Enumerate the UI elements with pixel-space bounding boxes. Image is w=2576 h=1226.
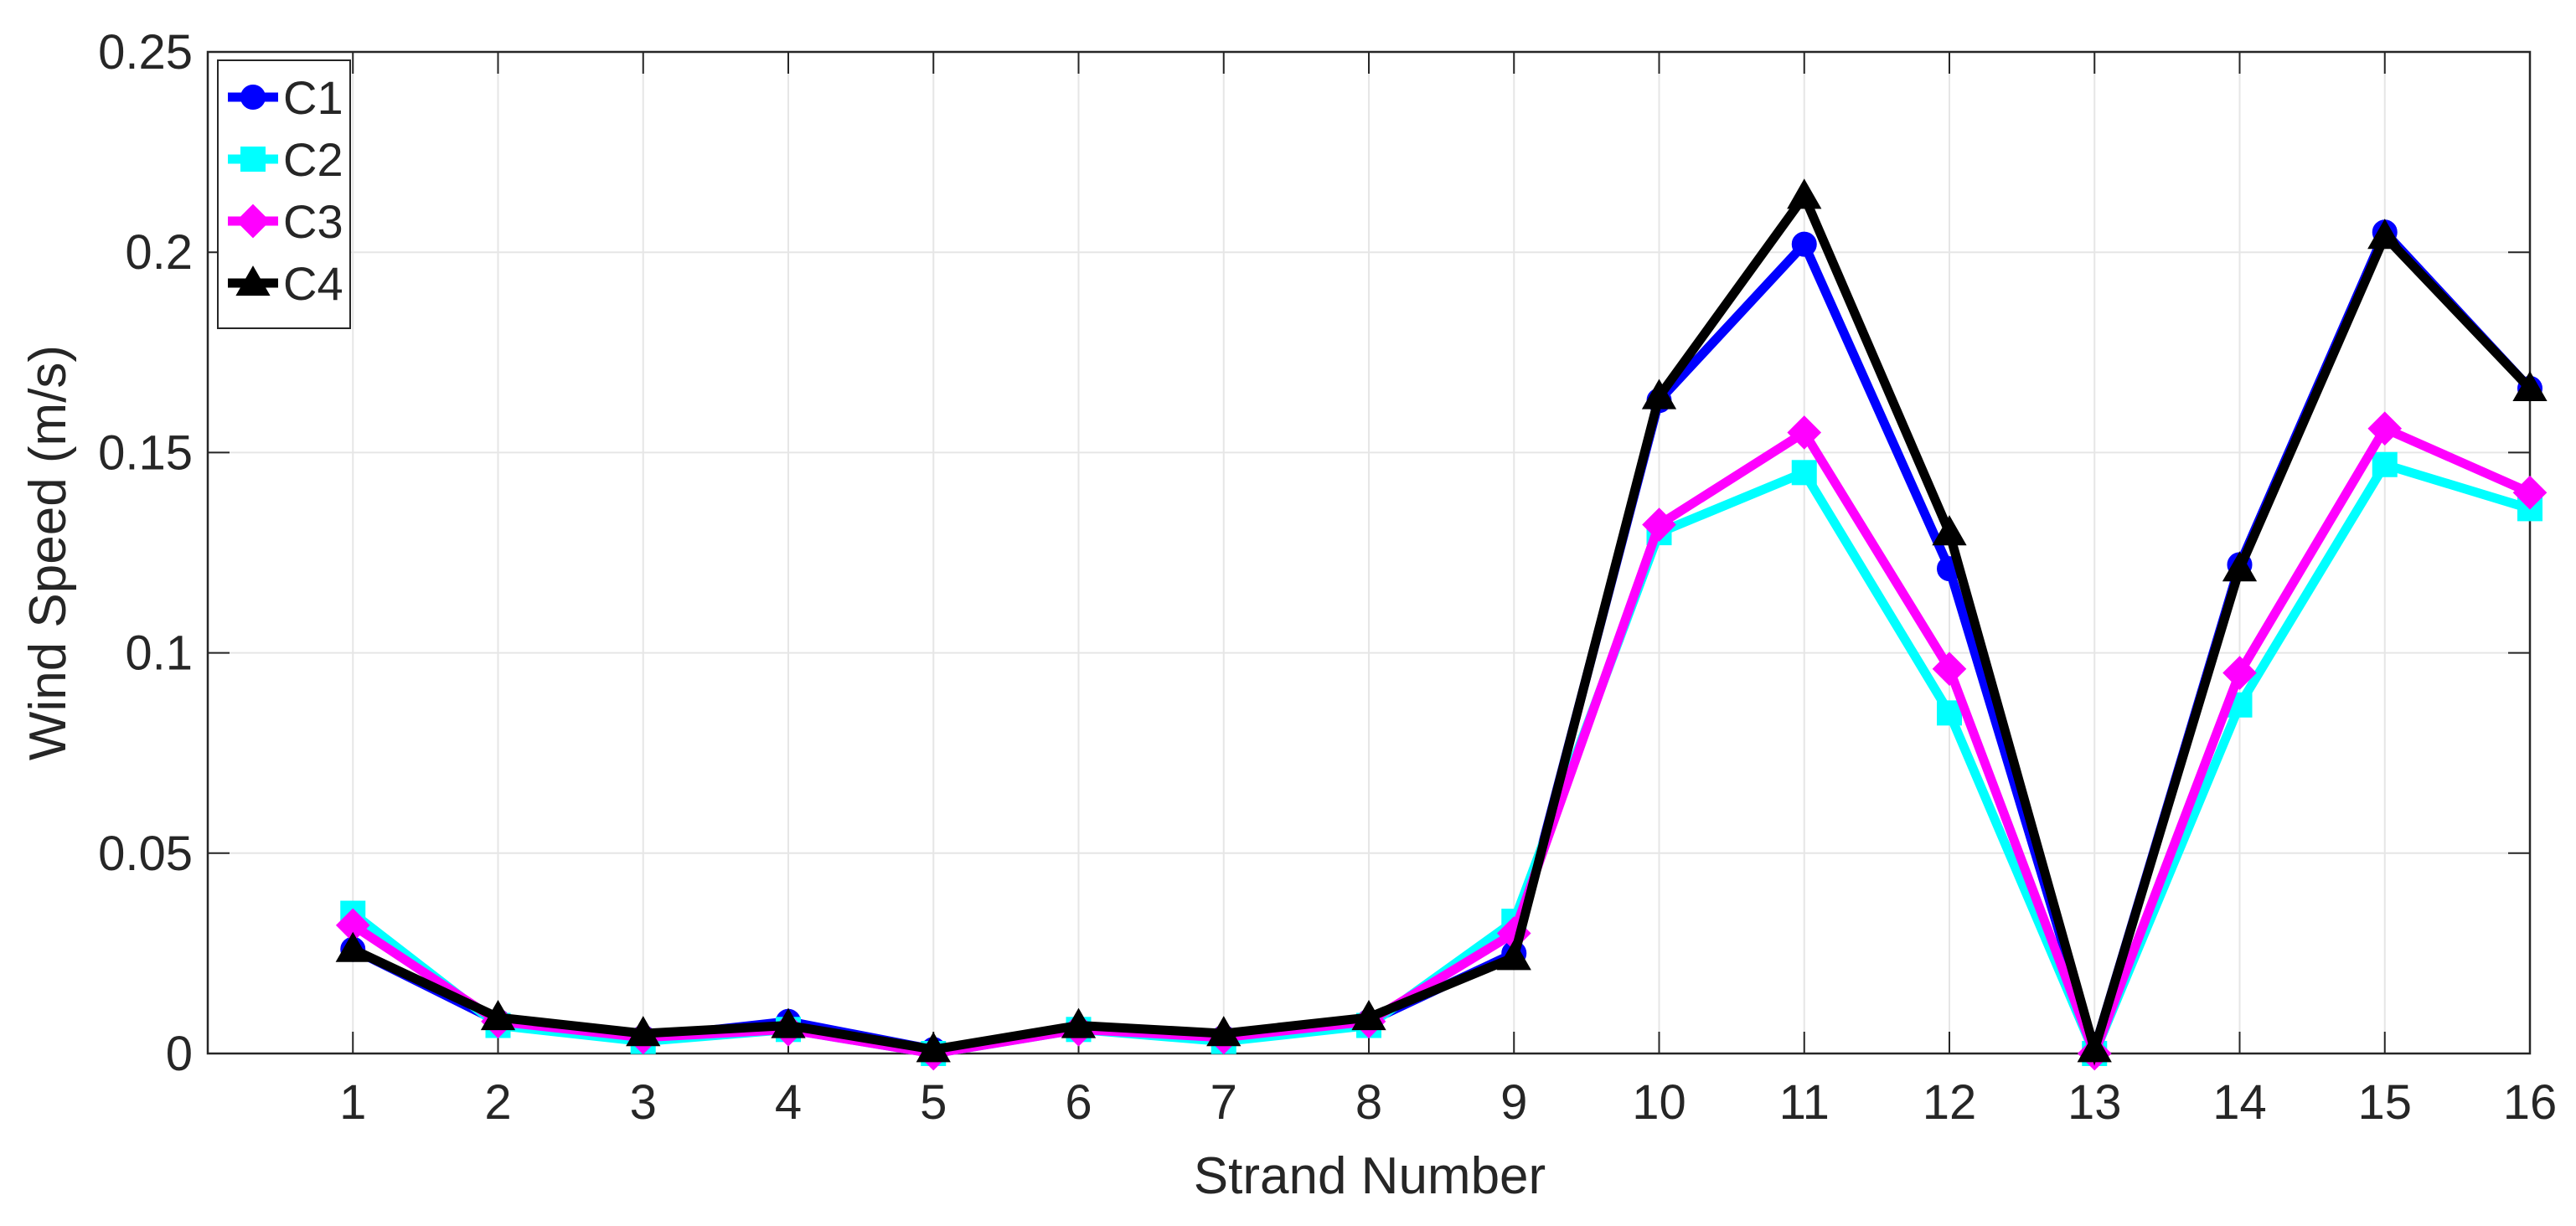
series-c4: [335, 178, 2548, 1066]
x-tick-label: 13: [2068, 1075, 2122, 1130]
x-tick-label: 8: [1355, 1075, 1382, 1130]
x-tick-label: 7: [1211, 1075, 1237, 1130]
x-tick-label: 4: [775, 1075, 802, 1130]
y-tick-label: 0: [166, 1027, 193, 1081]
data-point-c3: [2367, 411, 2403, 446]
data-point-c3: [2222, 656, 2257, 690]
x-tick-label: 1: [339, 1075, 366, 1130]
y-tick-label: 0.15: [98, 425, 193, 480]
legend-marker-c3: [235, 203, 271, 239]
data-point-c3: [2512, 475, 2548, 510]
x-tick-label: 3: [630, 1075, 657, 1130]
data-point-c4: [626, 1016, 661, 1047]
data-point-c4: [2512, 370, 2548, 402]
x-tick-label: 15: [2357, 1075, 2412, 1130]
series-group: [335, 178, 2548, 1071]
y-tick-label: 0.2: [125, 225, 193, 280]
legend-label: C3: [283, 195, 343, 248]
data-point-c4: [1351, 1000, 1386, 1031]
legend-label: C4: [283, 257, 343, 310]
y-tick-label: 0.25: [98, 25, 193, 80]
data-point-c2: [2372, 451, 2398, 477]
data-point-c2: [1937, 700, 1962, 726]
data-point-c4: [1932, 515, 1967, 546]
x-tick-label: 14: [2212, 1075, 2267, 1130]
x-tick-label: 9: [1500, 1075, 1527, 1130]
data-point-c4: [916, 1032, 951, 1063]
y-tick-label: 0.05: [98, 827, 193, 881]
data-point-c4: [335, 931, 370, 962]
legend: C1 C2 C3 C4: [217, 59, 351, 329]
data-point-c4: [480, 1000, 516, 1031]
data-point-c4: [2222, 551, 2258, 582]
data-point-c1: [1791, 231, 1817, 257]
data-point-c4: [1496, 940, 1531, 971]
data-point-c4: [2367, 219, 2403, 250]
x-tick-label: 2: [484, 1075, 511, 1130]
data-point-c3: [1932, 652, 1967, 687]
x-axis-label: Strand Number: [1194, 1147, 1546, 1205]
legend-marker-c4: [235, 265, 271, 296]
data-point-c4: [1206, 1016, 1242, 1047]
data-point-c4: [771, 1007, 806, 1038]
x-tick-label: 6: [1065, 1075, 1092, 1130]
x-tick-label: 11: [1779, 1075, 1830, 1130]
plot-frame: [206, 50, 2532, 1055]
data-point-c4: [1641, 379, 1677, 410]
legend-marker-c1: [240, 85, 266, 110]
series-line-c4: [350, 187, 2533, 1066]
data-point-c3: [1787, 415, 1822, 450]
axes: 1 2 3 4 5 6 7 8 9 10 11 12 13 14 15 1600.050.10.150.20.…: [98, 25, 2557, 1130]
y-axis-label: Wind Speed (m/s): [19, 345, 77, 760]
legend-marker-c2: [240, 147, 266, 172]
x-tick-label: 12: [1923, 1075, 1977, 1130]
y-tick-label: 0.1: [125, 626, 193, 681]
legend-label: C2: [283, 133, 343, 186]
data-point-c4: [1787, 178, 1822, 209]
legend-label: C1: [283, 71, 343, 124]
data-point-c4: [2077, 1032, 2112, 1063]
data-point-c2: [1791, 460, 1817, 486]
x-tick-label: 16: [2503, 1075, 2558, 1130]
data-point-c3: [1642, 507, 1676, 542]
x-tick-label: 10: [1632, 1075, 1686, 1130]
x-tick-label: 5: [920, 1075, 947, 1130]
data-point-c4: [1061, 1007, 1097, 1038]
